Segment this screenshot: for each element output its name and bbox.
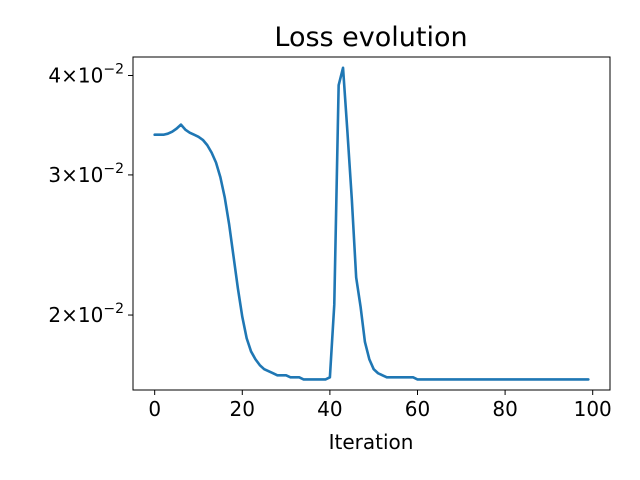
x-tick-label: 60 (405, 397, 430, 421)
x-tick-label: 20 (230, 397, 255, 421)
y-axis: 2×10−2 3×10−2 4×10−2 (48, 62, 133, 327)
x-tick-label: 0 (148, 397, 161, 421)
y-tick-label: 4×10−2 (48, 62, 124, 88)
x-axis: 0 20 40 60 80 100 (148, 390, 612, 421)
x-axis-label: Iteration (329, 430, 414, 454)
x-tick-label: 100 (574, 397, 612, 421)
y-tick-label: 2×10−2 (48, 301, 124, 327)
x-tick-label: 80 (492, 397, 517, 421)
axes-frame (132, 56, 611, 391)
y-tick-label: 3×10−2 (48, 161, 124, 187)
chart-title: Loss evolution (274, 22, 467, 53)
plot-area (153, 66, 590, 381)
x-tick-label: 40 (317, 397, 342, 421)
series-line-0 (153, 66, 590, 381)
